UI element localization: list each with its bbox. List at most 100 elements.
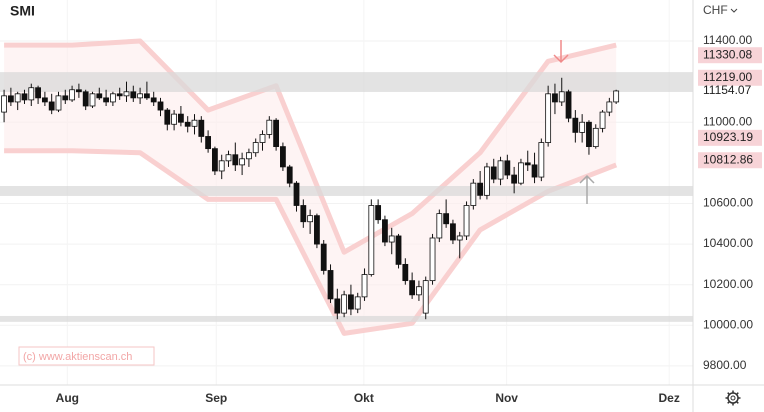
candle-body xyxy=(21,93,28,101)
candle-body xyxy=(82,91,89,107)
candle-body xyxy=(157,101,164,111)
candle-body xyxy=(280,146,286,168)
price-label-box xyxy=(698,47,762,64)
support-zone xyxy=(0,315,693,322)
candle-body xyxy=(273,119,280,148)
down-arrow xyxy=(553,40,569,64)
candle-body xyxy=(531,164,538,178)
candle-body xyxy=(450,223,456,241)
candle-body xyxy=(232,154,239,166)
candle-body xyxy=(259,134,266,143)
candle-body xyxy=(300,205,307,223)
candle-body xyxy=(572,117,579,133)
support-zone xyxy=(0,72,693,92)
candle-body xyxy=(218,160,225,172)
candle-body xyxy=(75,89,82,93)
candle-body xyxy=(545,93,552,143)
candle-body xyxy=(198,119,205,137)
price-label: 11154.07 xyxy=(703,83,752,97)
candle-body xyxy=(103,97,109,103)
chevron-icon xyxy=(730,8,738,13)
candle-body xyxy=(164,109,171,125)
candle-body xyxy=(388,235,395,243)
candle-body xyxy=(191,119,198,127)
candle-body xyxy=(456,235,463,241)
candle-body xyxy=(558,91,565,103)
candle-body xyxy=(35,87,41,99)
candle-body xyxy=(178,113,184,123)
chart-title: SMI xyxy=(10,3,35,19)
y-tick-label: 9800.00 xyxy=(703,358,747,372)
support-zone xyxy=(0,186,693,196)
candle-body xyxy=(28,87,35,101)
candle-body xyxy=(116,93,123,97)
candle-body xyxy=(382,219,388,243)
candle-body xyxy=(429,237,436,282)
candle-body xyxy=(266,119,273,135)
gear-hub xyxy=(730,395,736,401)
y-tick-label: 10200.00 xyxy=(703,277,753,291)
candle-body xyxy=(89,93,96,107)
gear-teeth xyxy=(725,390,741,406)
x-tick-label: Sep xyxy=(205,391,227,405)
candle-body xyxy=(511,174,518,184)
candle-body xyxy=(184,121,191,127)
watermark: (c) www.aktienscan.ch xyxy=(23,351,132,363)
candle-body xyxy=(293,182,300,206)
candle-body xyxy=(171,113,178,125)
price-label-box xyxy=(698,129,762,146)
envelope-lower xyxy=(4,148,618,336)
candle-body xyxy=(361,274,368,298)
y-tick-label: 10000.00 xyxy=(703,317,753,331)
candle-body xyxy=(123,91,130,97)
candle-body xyxy=(436,213,443,239)
currency-selector[interactable]: CHF xyxy=(703,3,728,17)
candle-body xyxy=(497,160,504,180)
candle-body xyxy=(307,215,314,223)
candle-body xyxy=(150,97,157,103)
candle-body xyxy=(69,89,75,101)
candle-body xyxy=(41,97,48,103)
candle-body xyxy=(239,158,246,166)
candle-body xyxy=(395,235,402,265)
candle-body xyxy=(477,182,484,196)
candle-body xyxy=(354,296,361,310)
candle-body xyxy=(484,166,490,196)
candle-body xyxy=(320,243,327,271)
x-tick-label: Okt xyxy=(354,391,374,405)
candle-body xyxy=(592,127,599,148)
plot-area xyxy=(0,0,693,385)
candle-body xyxy=(143,93,150,99)
candle-body xyxy=(62,95,69,101)
settings-icon[interactable] xyxy=(725,390,741,406)
candle-body xyxy=(416,286,422,296)
candle-body xyxy=(463,205,470,237)
up-arrow xyxy=(579,174,595,204)
candle-body xyxy=(470,182,477,206)
candle-body xyxy=(48,101,55,111)
watermark-box xyxy=(18,346,155,366)
envelope-upper xyxy=(4,38,617,255)
x-tick-label: Dez xyxy=(659,391,680,405)
candle-body xyxy=(490,166,497,180)
candle-body xyxy=(14,93,21,103)
candle-body xyxy=(55,95,62,111)
candle-body xyxy=(586,121,592,148)
candle-body xyxy=(327,270,334,300)
price-label-box xyxy=(698,69,762,86)
candle-body xyxy=(7,95,14,103)
candle-body xyxy=(422,280,429,314)
candle-body xyxy=(341,294,348,314)
candle-body xyxy=(518,162,524,184)
candle-body xyxy=(375,205,382,221)
candle-body xyxy=(443,213,450,225)
y-tick-label: 10400.00 xyxy=(703,236,753,250)
candle-body xyxy=(252,142,259,154)
candle-body xyxy=(205,136,212,150)
candle-body xyxy=(1,95,7,113)
candle-body xyxy=(286,166,293,184)
candle-body xyxy=(402,263,409,282)
candle-body xyxy=(334,298,341,314)
candle-body xyxy=(314,215,320,245)
